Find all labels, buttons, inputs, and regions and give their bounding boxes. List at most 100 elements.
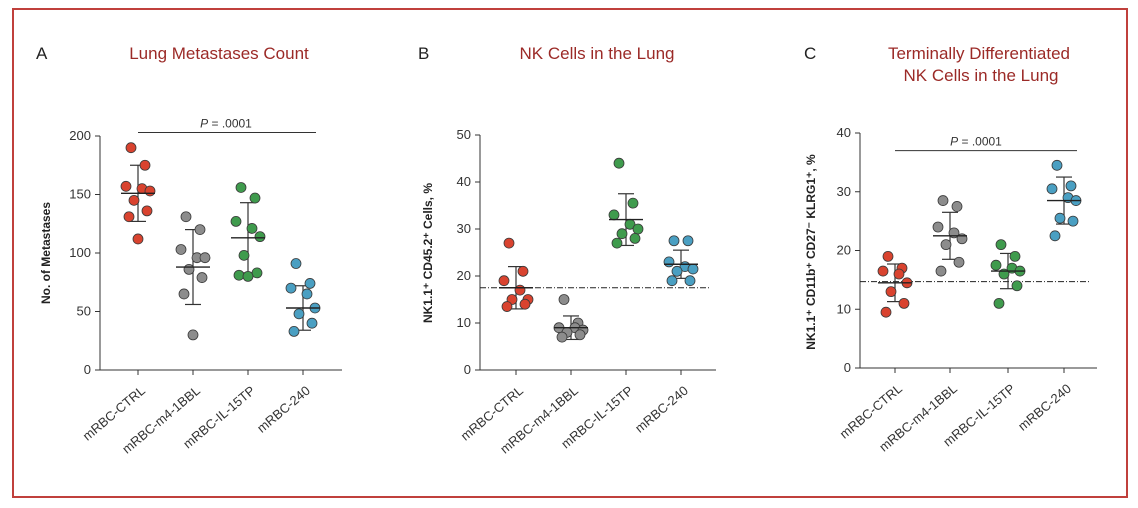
data-point [288,325,300,337]
data-point [1067,215,1079,227]
data-point [230,216,242,227]
data-point [880,306,892,318]
y-tick-label: 150 [69,187,91,202]
data-point [898,297,910,309]
y-axis-title: NK1.1⁺ CD11b⁺ CD27⁻ KLRG1⁺, % [804,154,818,350]
y-tick-label: 30 [837,184,851,199]
data-point [616,228,628,240]
data-point [132,233,144,245]
x-tick-label: mRBC-240 [254,383,313,436]
data-point [187,329,199,341]
data-point [608,209,620,221]
y-tick-label: 40 [457,174,471,189]
data-point [293,308,305,320]
data-point [937,195,949,206]
data-point [951,201,963,212]
data-point [893,268,905,280]
data-point [517,265,529,277]
data-point [301,288,313,300]
data-point [663,256,675,268]
data-point [141,205,153,217]
data-point [613,157,625,169]
data-point [251,267,263,279]
data-point [885,286,897,298]
data-point [1049,230,1061,242]
data-point [246,223,258,234]
data-point [877,265,889,277]
data-point [632,223,644,235]
y-tick-label: 40 [837,125,851,140]
x-tick-label: mRBC-240 [1015,381,1074,434]
panel-b-letter: B [418,44,429,63]
y-tick-label: 10 [457,315,471,330]
data-point [144,185,156,197]
data-point [668,235,680,247]
y-tick-label: 100 [69,245,91,260]
data-point [995,239,1007,251]
x-tick-label: mRBC-240 [632,383,691,436]
data-point [503,237,515,249]
data-point [242,270,254,282]
data-point [306,317,318,329]
data-point [194,224,206,236]
panel-c-title-line2: NK Cells in the Lung [904,66,1059,85]
data-point [611,237,623,249]
data-point [940,239,952,251]
p-value-rest: = .0001 [958,135,1002,149]
y-tick-label: 50 [77,304,91,319]
data-point [183,263,195,275]
panel-a-title: Lung Metastases Count [129,44,309,63]
p-value-rest: = .0001 [208,116,252,130]
y-axis-title: NK1.1⁺ CD45.2⁺ Cells, % [421,183,435,323]
y-tick-label: 20 [457,268,471,283]
data-point [684,275,696,287]
panel-c-letter: C [804,44,816,63]
data-point [558,294,570,305]
data-point [1046,183,1058,195]
data-point [254,231,266,243]
data-point [285,282,297,294]
data-point [687,263,699,275]
data-point [1009,250,1021,262]
data-point [1051,159,1063,171]
data-point [120,180,132,192]
data-point [235,182,247,193]
y-tick-label: 0 [844,360,851,375]
p-value-label: P = .0001 [200,116,252,130]
data-point [932,221,944,233]
data-point [238,249,250,261]
figure-border [12,8,1128,498]
y-axis-title: No. of Metastases [39,202,53,304]
data-point [666,275,678,287]
y-tick-label: 30 [457,221,471,236]
y-tick-label: 200 [69,128,91,143]
data-point [304,278,316,289]
data-point [990,259,1002,271]
data-point [993,297,1005,309]
data-point [501,301,513,312]
data-point [139,159,151,171]
panel-a-letter: A [36,44,48,63]
data-point [180,211,192,223]
data-point [123,211,135,223]
data-point [199,252,211,264]
data-point [629,232,641,244]
data-point [682,235,694,247]
data-point [128,194,140,206]
y-tick-label: 20 [837,243,851,258]
chart-panel-2: 0 10 20 30 40 NK1.1⁺ CD11b⁺ CD27⁻ KLRG1⁺, % mR… [804,125,1097,455]
data-point [514,284,526,296]
panel-b-title: NK Cells in the Lung [520,44,675,63]
y-tick-label: 0 [84,362,91,377]
data-point [196,272,208,283]
p-value-italic: P [200,116,208,130]
data-point [498,275,510,287]
y-tick-label: 0 [464,362,471,377]
data-point [175,244,187,255]
p-value-label: P = .0001 [950,135,1002,149]
data-point [1011,280,1023,292]
p-value-italic: P [950,135,958,149]
data-point [178,288,190,300]
